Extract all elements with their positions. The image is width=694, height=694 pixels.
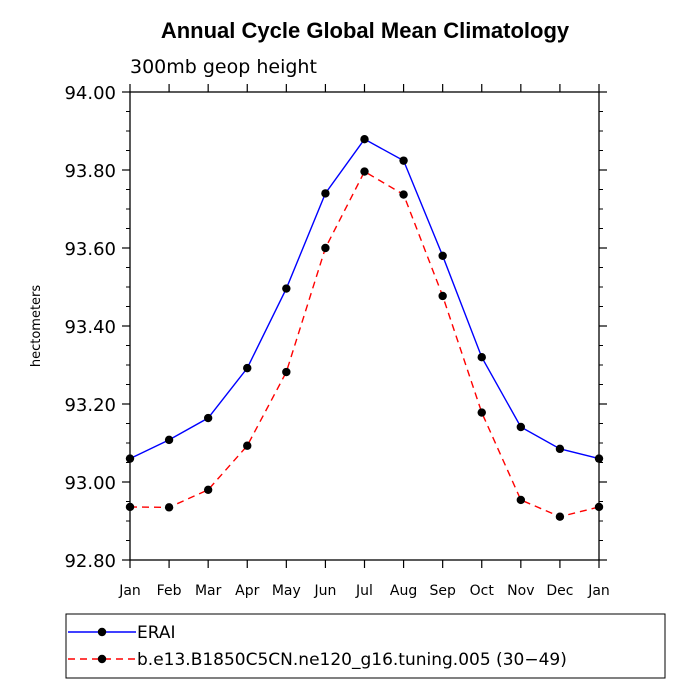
legend-marker-1 [97, 654, 107, 664]
series-0-point [203, 413, 213, 423]
legend-box [65, 613, 666, 679]
plot-frame [129, 91, 600, 561]
legend-marker-0 [97, 627, 107, 637]
series-0-point [321, 189, 330, 198]
y-tick-label: 92.80 [64, 551, 116, 572]
series-0-point [516, 422, 526, 432]
x-tick-label: Jul [355, 583, 373, 599]
series-1-point [203, 485, 213, 494]
series-0-point [477, 353, 486, 362]
y-tick-label: 93.00 [64, 473, 116, 494]
chart-subtitle: 300mb geop height [130, 56, 317, 78]
series-1-point [321, 243, 330, 253]
x-tick-label: May [272, 583, 301, 599]
series-1-point [555, 512, 565, 521]
series-0-point [164, 435, 174, 445]
series-1-point [243, 441, 252, 450]
series-0-point [399, 156, 408, 165]
axis-ticks: 92.80 93.00 93.20 93.40 93.60 93.80 94.00 Jan Fe… [64, 83, 609, 599]
x-tick-label: Mar [195, 583, 222, 599]
series-line-0 [129, 138, 600, 460]
y-tick-label: 93.60 [64, 239, 116, 260]
y-axis-label: hectometers [29, 285, 44, 368]
series-0-point [360, 134, 369, 144]
series-0-point [125, 454, 135, 463]
y-tick-label: 94.00 [64, 83, 116, 104]
legend-label-1: b.e13.B1850C5CN.ne120_g16.tuning.005 (30… [137, 650, 567, 670]
legend-label-0: ERAI [137, 623, 176, 643]
x-tick-label: Aug [390, 583, 417, 599]
y-tick-label: 93.80 [64, 161, 116, 182]
x-tick-label: Sep [429, 583, 456, 599]
series-1-point [360, 167, 369, 176]
series-1-point [399, 190, 408, 199]
series-0-point [243, 363, 252, 373]
x-tick-label: Feb [157, 583, 182, 599]
series-0-point [594, 454, 604, 463]
x-tick-label: Jun [313, 583, 336, 599]
series-1-point [164, 503, 174, 512]
series-0-point [282, 284, 291, 293]
series-line-1 [129, 170, 600, 518]
series-0-point [555, 444, 565, 454]
y-tick-label: 93.40 [64, 317, 116, 338]
chart-title: Annual Cycle Global Mean Climatology [161, 18, 570, 43]
x-tick-label: Dec [546, 583, 573, 599]
x-tick-label: Oct [470, 583, 495, 599]
series-layer [125, 134, 604, 521]
legend: ERAI b.e13.B1850C5CN.ne120_g16.tuning.005… [65, 613, 666, 679]
x-tick-label: Jan [587, 583, 610, 599]
series-1-point [594, 502, 604, 512]
series-1-point [125, 502, 135, 512]
series-0-point [438, 251, 447, 260]
x-tick-label: Jan [118, 583, 141, 599]
series-1-point [516, 495, 526, 505]
x-tick-label: Apr [235, 583, 259, 599]
series-1-point [477, 408, 486, 417]
y-tick-label: 93.20 [64, 395, 116, 416]
x-tick-label: Nov [507, 583, 534, 599]
series-1-point [282, 367, 291, 377]
series-1-point [438, 291, 447, 301]
